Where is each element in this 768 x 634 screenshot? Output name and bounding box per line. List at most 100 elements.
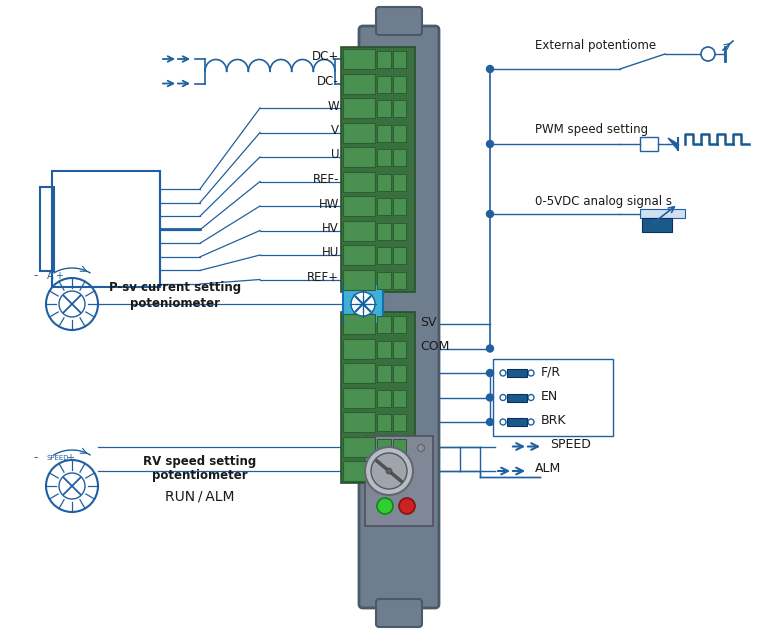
Bar <box>507 369 527 377</box>
Bar <box>377 75 391 93</box>
Text: REF+: REF+ <box>307 271 339 284</box>
Circle shape <box>486 394 494 401</box>
Text: W: W <box>327 100 339 112</box>
Bar <box>393 463 406 480</box>
Bar <box>343 412 375 432</box>
Bar <box>393 75 406 93</box>
Circle shape <box>365 447 413 495</box>
Circle shape <box>486 370 494 377</box>
Text: U: U <box>330 148 339 162</box>
Bar <box>343 196 375 216</box>
Bar <box>343 221 375 240</box>
Circle shape <box>377 498 393 514</box>
Bar <box>52 171 160 287</box>
Bar <box>343 49 375 69</box>
Text: HU: HU <box>322 247 339 259</box>
Bar <box>377 316 391 333</box>
Text: HV: HV <box>323 222 339 235</box>
Bar <box>393 51 406 68</box>
Text: P-sv current setting: P-sv current setting <box>109 281 241 295</box>
Bar <box>343 269 375 290</box>
Bar <box>377 198 391 215</box>
Text: +: + <box>55 271 63 281</box>
Bar <box>393 271 406 288</box>
Bar <box>365 436 433 526</box>
Text: REF-: REF- <box>313 173 339 186</box>
Bar <box>393 198 406 215</box>
Bar <box>377 271 391 288</box>
Circle shape <box>486 418 494 425</box>
Bar <box>377 439 391 455</box>
Bar <box>377 174 391 190</box>
Bar <box>640 137 658 151</box>
Text: External potentiome: External potentiome <box>535 39 656 53</box>
Text: V: V <box>331 124 339 137</box>
Text: A: A <box>47 271 53 281</box>
Circle shape <box>351 292 375 316</box>
Bar <box>343 363 375 383</box>
Bar <box>393 223 406 240</box>
Bar <box>507 418 527 426</box>
Text: 0-5VDC analog signal s: 0-5VDC analog signal s <box>535 195 672 209</box>
Bar <box>343 245 375 265</box>
FancyBboxPatch shape <box>359 26 439 608</box>
Bar <box>393 340 406 358</box>
Text: ALM: ALM <box>535 462 561 476</box>
Bar <box>341 312 415 483</box>
Circle shape <box>371 453 407 489</box>
Text: RUN / ALM: RUN / ALM <box>165 490 235 504</box>
Bar <box>377 463 391 480</box>
Circle shape <box>399 498 415 514</box>
Bar <box>343 122 375 143</box>
Text: +: + <box>66 453 74 463</box>
Bar <box>640 209 685 218</box>
Bar <box>377 365 391 382</box>
Circle shape <box>386 468 392 474</box>
Bar <box>377 389 391 406</box>
Text: poteniometer: poteniometer <box>130 297 220 309</box>
Bar <box>393 414 406 431</box>
Bar <box>393 174 406 190</box>
Bar <box>343 387 375 408</box>
Bar <box>393 149 406 166</box>
Bar <box>343 339 375 358</box>
Polygon shape <box>668 138 678 150</box>
Text: potentiometer: potentiometer <box>152 470 248 482</box>
Bar <box>377 124 391 141</box>
Bar <box>507 394 527 401</box>
Bar <box>343 436 375 456</box>
Text: DC+: DC+ <box>312 51 339 63</box>
Bar <box>343 314 375 334</box>
Text: SPEED: SPEED <box>47 455 69 461</box>
Bar <box>393 439 406 455</box>
Bar <box>40 187 54 271</box>
Bar <box>377 149 391 166</box>
Bar <box>343 461 375 481</box>
Circle shape <box>418 444 425 451</box>
Bar <box>377 51 391 68</box>
Bar <box>343 74 375 93</box>
Bar <box>393 365 406 382</box>
Bar <box>377 223 391 240</box>
Bar <box>377 100 391 117</box>
Bar <box>493 359 613 436</box>
Bar <box>343 284 383 324</box>
Bar <box>377 340 391 358</box>
Text: -: - <box>34 451 38 465</box>
FancyBboxPatch shape <box>376 7 422 35</box>
Circle shape <box>486 65 494 72</box>
Text: SV: SV <box>420 316 436 328</box>
Bar <box>343 147 375 167</box>
Bar <box>377 247 391 264</box>
Text: HW: HW <box>319 198 339 210</box>
Bar <box>642 218 672 232</box>
Bar <box>393 389 406 406</box>
Bar <box>343 98 375 118</box>
Bar <box>393 316 406 333</box>
Circle shape <box>486 210 494 217</box>
Text: -: - <box>34 269 38 283</box>
Text: PWM speed setting: PWM speed setting <box>535 122 648 136</box>
Text: F/R: F/R <box>541 365 561 378</box>
Bar <box>393 124 406 141</box>
Text: SPEED: SPEED <box>550 438 591 451</box>
